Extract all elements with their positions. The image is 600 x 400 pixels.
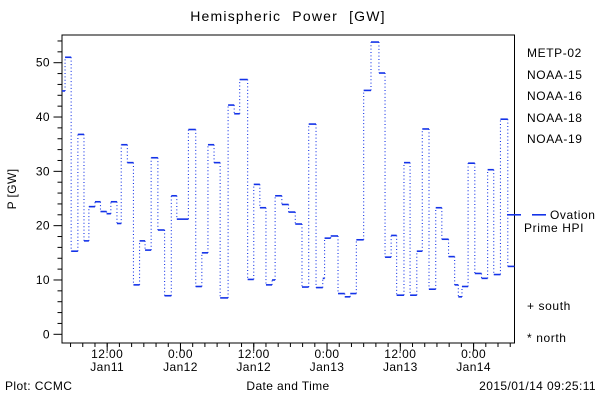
- legend-item-noaa19: NOAA-19: [527, 132, 583, 146]
- north-marker-label: * north: [527, 331, 567, 345]
- x-tick-date: Jan13: [383, 360, 418, 374]
- x-tick-date: Jan12: [236, 360, 271, 374]
- legend-item-metp02: METP-02: [527, 46, 582, 60]
- x-tick-date: Jan13: [310, 360, 345, 374]
- y-tick-label: 0: [43, 327, 50, 341]
- x-tick-time: 12:00: [91, 347, 123, 361]
- x-tick-time: 12:00: [238, 347, 270, 361]
- x-tick-date: Jan11: [90, 360, 124, 374]
- ovation-prime-hpi-series: [62, 41, 515, 299]
- x-tick-date: Jan12: [163, 360, 198, 374]
- x-tick-time: 0:00: [461, 347, 486, 361]
- hemisphere-markers: + south * north: [527, 299, 571, 345]
- y-axis-ticks: 0 10 20 30 40 50: [36, 40, 62, 341]
- x-tick-date: Jan14: [456, 360, 491, 374]
- legend-ovation: Ovation Prime HPI: [507, 208, 596, 235]
- plot-frame: [61, 34, 515, 344]
- plot-timestamp: 2015/01/14 09:25:11: [479, 379, 596, 393]
- legend-item-noaa15: NOAA-15: [527, 68, 583, 82]
- x-tick-time: 12:00: [384, 347, 416, 361]
- y-tick-label: 30: [36, 164, 50, 178]
- y-tick-label: 20: [36, 219, 50, 233]
- legend-item-noaa18: NOAA-18: [527, 111, 583, 125]
- x-tick-time: 0:00: [315, 347, 340, 361]
- x-axis-label: Date and Time: [246, 379, 329, 393]
- plot-credit: Plot: CCMC: [5, 379, 72, 393]
- y-tick-label: 50: [36, 56, 50, 70]
- x-axis-ticks: 12:00Jan110:00Jan1212:00Jan120:00Jan1312…: [70, 343, 511, 374]
- legend-satellites: METP-02 NOAA-15 NOAA-16 NOAA-18 NOAA-19: [527, 46, 583, 146]
- chart-title: Hemispheric Power [GW]: [190, 8, 386, 24]
- y-tick-label: 40: [36, 110, 50, 124]
- ovation-label-line2: Prime HPI: [524, 221, 584, 235]
- y-tick-label: 10: [36, 273, 50, 287]
- y-axis-label: P [GW]: [5, 169, 19, 210]
- x-tick-time: 0:00: [168, 347, 193, 361]
- legend-item-noaa16: NOAA-16: [527, 89, 583, 103]
- south-marker-label: + south: [527, 299, 571, 313]
- ovation-label-line1: Ovation: [550, 208, 596, 222]
